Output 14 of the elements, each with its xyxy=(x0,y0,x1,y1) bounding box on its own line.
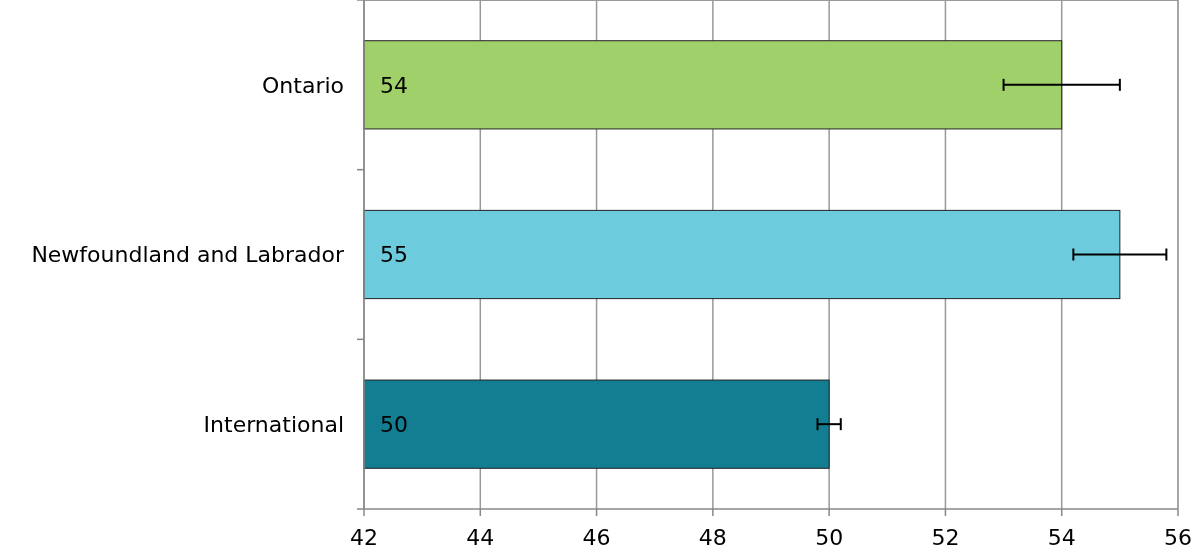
x-tick-label: 46 xyxy=(582,525,611,550)
data-label: 50 xyxy=(380,411,408,437)
x-tick-label: 56 xyxy=(1164,525,1192,550)
x-tick-label: 44 xyxy=(466,525,495,550)
y-tick-label: Ontario xyxy=(262,72,344,98)
x-tick-label: 48 xyxy=(698,525,727,550)
data-label: 55 xyxy=(380,242,408,268)
y-tick-label: Newfoundland and Labrador xyxy=(31,242,345,268)
x-tick-label: 50 xyxy=(815,525,844,550)
y-tick-label: International xyxy=(203,411,344,437)
data-label: 54 xyxy=(380,72,408,98)
x-tick-label: 42 xyxy=(350,525,378,550)
x-tick-label: 52 xyxy=(931,525,960,550)
x-tick-label: 54 xyxy=(1047,525,1076,550)
